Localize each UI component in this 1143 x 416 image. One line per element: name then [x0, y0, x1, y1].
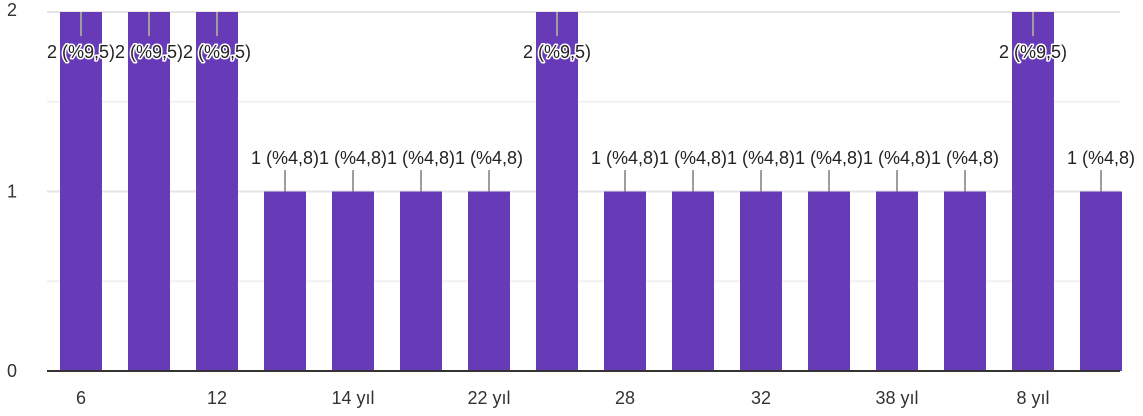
data-label: 1 (%4,8) [319, 148, 387, 168]
x-tick-label: 8 yıl [1016, 388, 1049, 408]
bar [332, 191, 374, 371]
bar [60, 12, 102, 371]
x-tick-label: 32 [751, 388, 771, 408]
x-tick-label: 14 yıl [331, 388, 374, 408]
data-label: 1 (%4,8) [795, 148, 863, 168]
bar [1080, 191, 1122, 371]
data-label: 1 (%4,8) [727, 148, 795, 168]
data-label: 1 (%4,8) [1067, 148, 1135, 168]
data-label: 1 (%4,8) [591, 148, 659, 168]
x-tick-label: 6 [76, 388, 86, 408]
data-label: 2 (%9,5) [115, 42, 183, 62]
data-label: 1 (%4,8) [455, 148, 523, 168]
bar [604, 191, 646, 371]
bar [1012, 12, 1054, 371]
bar [400, 191, 442, 371]
bar [468, 191, 510, 371]
data-label: 1 (%4,8) [387, 148, 455, 168]
y-tick-label: 1 [7, 182, 17, 202]
data-label: 1 (%4,8) [931, 148, 999, 168]
bar [808, 191, 850, 371]
bar [740, 191, 782, 371]
y-tick-label: 0 [7, 361, 17, 381]
bar [536, 12, 578, 371]
data-label: 2 (%9,5) [999, 42, 1067, 62]
bar [944, 191, 986, 371]
bar [128, 12, 170, 371]
bar [876, 191, 918, 371]
x-tick-label: 38 yıl [875, 388, 918, 408]
bar [672, 191, 714, 371]
data-label: 2 (%9,5) [523, 42, 591, 62]
x-tick-label: 12 [207, 388, 227, 408]
data-label: 2 (%9,5) [183, 42, 251, 62]
x-tick-label: 28 [615, 388, 635, 408]
y-tick-label: 2 [7, 0, 17, 20]
x-tick-label: 22 yıl [467, 388, 510, 408]
data-label: 2 (%9,5) [47, 42, 115, 62]
data-label: 1 (%4,8) [659, 148, 727, 168]
data-label: 1 (%4,8) [863, 148, 931, 168]
data-label: 1 (%4,8) [251, 148, 319, 168]
bar [264, 191, 306, 371]
bar [196, 12, 238, 371]
